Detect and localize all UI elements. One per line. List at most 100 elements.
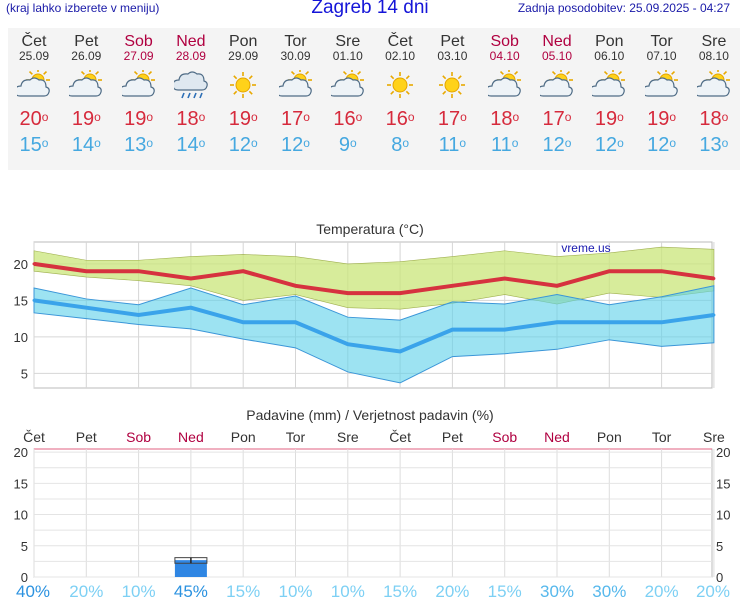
day-name: Pon xyxy=(228,33,258,50)
forecast-day: Pon 29.09 19o 12o xyxy=(217,33,269,156)
max-temp: 20o xyxy=(19,108,49,130)
max-temp: 16o xyxy=(385,108,415,130)
day-date: 02.10 xyxy=(385,49,416,63)
sun-cloud-icon xyxy=(583,70,635,100)
day-date: 27.09 xyxy=(123,49,154,63)
day-label: Ned xyxy=(544,429,570,445)
y-tick-label: 0 xyxy=(21,570,28,585)
data-point xyxy=(294,284,297,288)
y-tick-label-right: 20 xyxy=(716,445,730,460)
max-temp: 19o xyxy=(647,108,677,130)
forecast-day: Pet 03.10 17o 11o xyxy=(426,33,478,156)
day-label: Sob xyxy=(126,429,151,445)
data-point xyxy=(660,320,664,324)
max-temp: 18o xyxy=(176,108,206,130)
temp-chart-title: Temperatura (°C) xyxy=(316,221,424,237)
precip-probability: 20% xyxy=(696,582,730,600)
y-tick-label: 10 xyxy=(14,508,28,523)
sun-icon xyxy=(426,70,478,100)
data-point xyxy=(503,328,507,332)
precip-probability: 15% xyxy=(488,582,522,600)
min-temp: 12o xyxy=(542,134,572,156)
data-point xyxy=(346,291,350,295)
max-temp: 16o xyxy=(333,108,363,130)
day-name: Pon xyxy=(595,33,624,50)
day-name: Čet xyxy=(21,33,47,50)
max-temp: 19o xyxy=(228,108,258,130)
data-point xyxy=(607,320,611,324)
day-label: Sob xyxy=(492,429,517,445)
precip-probability: 30% xyxy=(592,582,626,600)
day-name: Sob xyxy=(124,33,153,50)
header-bar: (kraj lahko izberete v meniju) Zagreb 14… xyxy=(0,0,740,22)
day-date: 03.10 xyxy=(437,49,468,63)
max-temp: 18o xyxy=(490,108,520,130)
y-tick-label-right: 10 xyxy=(716,508,730,523)
location-hint[interactable]: (kraj lahko izberete v meniju) xyxy=(6,1,160,15)
data-point xyxy=(346,342,350,346)
forecast-day: Sre 01.10 16o 9o xyxy=(322,33,374,156)
y-tick-label: 5 xyxy=(21,366,28,381)
day-date: 01.10 xyxy=(332,49,363,63)
precip-probability: 20% xyxy=(435,582,469,600)
precip-probability: 10% xyxy=(122,582,156,600)
max-temp: 19o xyxy=(594,108,624,130)
forecast-day: Ned 05.10 17o 12o xyxy=(531,33,583,156)
y-tick-label: 10 xyxy=(14,330,28,345)
day-date: 28.09 xyxy=(175,49,206,63)
day-label: Tor xyxy=(652,429,672,445)
data-point xyxy=(32,298,36,302)
precip-bar xyxy=(174,560,207,577)
forecast-day: Sob 04.10 18o 11o xyxy=(479,33,531,156)
day-label: Pon xyxy=(597,429,622,445)
data-point xyxy=(555,320,559,324)
sun-cloud-icon xyxy=(636,70,688,100)
day-label: Čet xyxy=(389,429,411,445)
data-point xyxy=(398,291,402,295)
day-date: 08.10 xyxy=(698,49,729,63)
max-temp: 19o xyxy=(124,108,154,130)
forecast-day: Sre 08.10 18o 13o xyxy=(688,33,740,156)
precip-chart-title: Padavine (mm) / Verjetnost padavin (%) xyxy=(246,407,493,423)
forecast-day: Tor 07.10 19o 12o xyxy=(636,33,688,156)
day-date: 25.09 xyxy=(18,49,50,63)
day-name: Čet xyxy=(387,33,413,50)
precip-probability: 20% xyxy=(645,582,679,600)
precip-probability: 20% xyxy=(69,582,103,600)
max-temp: 18o xyxy=(699,108,729,130)
data-point xyxy=(241,269,245,273)
y-tick-label-right: 0 xyxy=(716,570,723,585)
data-point xyxy=(84,269,88,273)
data-point xyxy=(294,320,297,324)
sun-icon xyxy=(374,70,426,100)
day-date: 06.10 xyxy=(594,49,625,63)
precip-probability: 40% xyxy=(16,582,50,600)
day-name: Sre xyxy=(335,33,361,50)
precip-probability: 30% xyxy=(540,582,574,600)
data-point xyxy=(189,306,193,310)
last-update: Zadnja posodobitev: 25.09.2025 - 04:27 xyxy=(517,1,730,15)
max-temp: 17o xyxy=(542,108,572,130)
data-point xyxy=(137,269,141,273)
day-label: Čet xyxy=(23,429,45,445)
data-point xyxy=(398,350,402,353)
min-temp-line xyxy=(33,298,715,354)
watermark: vreme.us xyxy=(561,241,610,255)
day-name: Tor xyxy=(284,33,307,50)
min-temp: 12o xyxy=(594,134,624,156)
forecast-day: Tor 30.09 17o 12o xyxy=(270,33,322,156)
y-tick-label-right: 5 xyxy=(716,539,723,554)
forecast-days: Čet 25.09 20o 15o Pet 26.09 19o 14o Sob 27.09 1… xyxy=(8,33,740,173)
sun-cloud-icon xyxy=(322,70,374,100)
max-temp: 17o xyxy=(437,108,467,130)
page-title: Zagreb 14 dni xyxy=(311,0,429,18)
day-label: Tor xyxy=(286,429,306,445)
day-label: Pet xyxy=(76,429,97,445)
precip-probability: 15% xyxy=(383,582,417,600)
min-temp: 12o xyxy=(647,134,677,156)
min-temp: 14o xyxy=(71,134,101,156)
day-name: Pet xyxy=(440,33,465,50)
forecast-panel xyxy=(8,28,740,170)
day-date: 05.10 xyxy=(541,49,573,63)
